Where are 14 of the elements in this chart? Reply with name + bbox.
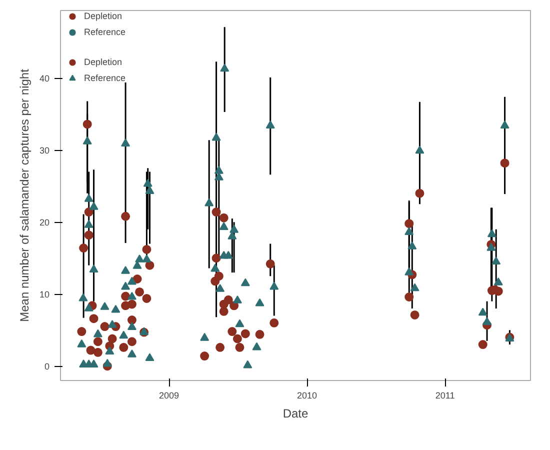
x-tick-label: 2011: [435, 390, 455, 400]
legend-label: Depletion: [84, 56, 122, 69]
text: Reference: [84, 27, 126, 37]
x-tick-label: 2009: [159, 390, 180, 400]
y-tick-label: 30: [39, 146, 50, 156]
y-tick-label: 0: [44, 362, 50, 372]
x-tick-label: 2010: [297, 390, 318, 400]
text: Depletion: [84, 11, 122, 21]
y-tick-label: 20: [39, 218, 50, 228]
y-tick-label: 10: [39, 290, 50, 300]
legend-label: Reference: [84, 72, 126, 85]
x-axis-title: Date: [282, 406, 308, 420]
y-tick-label: 40: [39, 74, 50, 84]
y-axis-title: Mean number of salamander captures per night: [17, 68, 32, 322]
